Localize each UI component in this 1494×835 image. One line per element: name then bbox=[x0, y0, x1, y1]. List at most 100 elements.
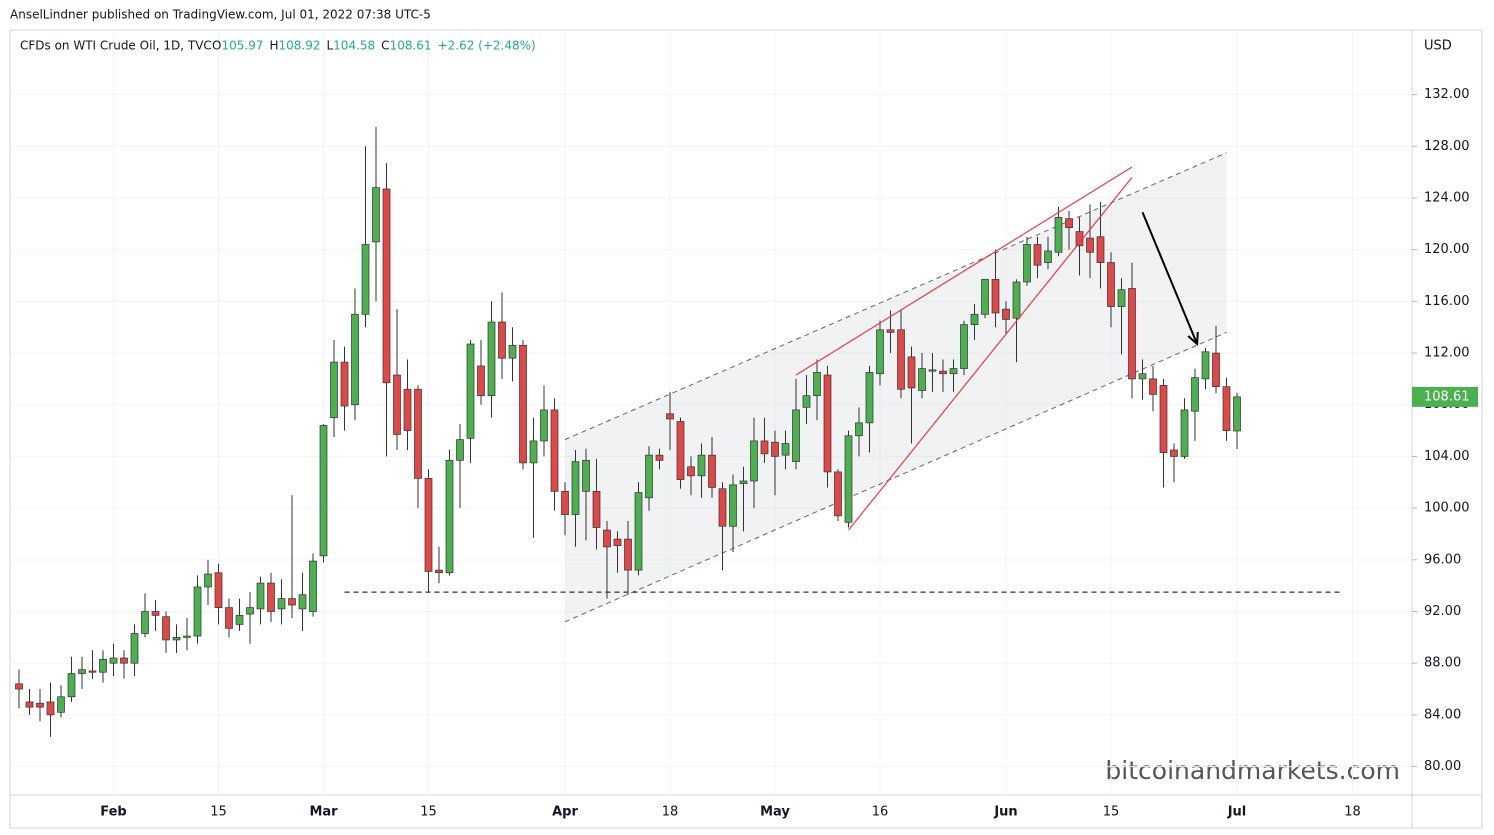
candle-body bbox=[340, 361, 349, 407]
candle-body bbox=[351, 313, 359, 406]
candle-body bbox=[466, 343, 475, 439]
candle-body bbox=[781, 443, 790, 456]
change-label: +2.62 (+2.48%) bbox=[438, 39, 536, 53]
x-tick-label: 18 bbox=[662, 805, 679, 820]
candle-body bbox=[603, 529, 611, 548]
candle-body bbox=[981, 279, 989, 315]
candle-body bbox=[498, 321, 506, 359]
candle-body bbox=[1149, 378, 1157, 395]
last-price-tag bbox=[1412, 386, 1478, 407]
candle-body bbox=[1191, 377, 1199, 412]
ohlc-prefix: O bbox=[212, 39, 221, 53]
candle-body bbox=[1002, 308, 1010, 320]
candle-body bbox=[309, 560, 317, 612]
candle-body bbox=[214, 572, 223, 608]
candle-body bbox=[1128, 288, 1136, 380]
candle-body bbox=[183, 635, 191, 638]
last-price-label: 108.61 bbox=[1424, 389, 1470, 404]
y-tick-label: 88.00 bbox=[1424, 656, 1461, 671]
y-tick-label: 104.00 bbox=[1424, 449, 1470, 464]
candle-body bbox=[1044, 250, 1052, 263]
candle-body bbox=[708, 454, 716, 488]
candle-body bbox=[508, 344, 517, 359]
candle-body bbox=[750, 440, 758, 482]
candle-body bbox=[949, 368, 958, 375]
candle-body bbox=[204, 573, 212, 588]
symbol-title: CFDs on WTI Crude Oil, 1D, TVC bbox=[20, 39, 212, 53]
y-tick-label: 84.00 bbox=[1424, 707, 1461, 722]
x-tick-label: 18 bbox=[1344, 805, 1361, 820]
candle-body bbox=[897, 329, 905, 390]
candle-body bbox=[876, 329, 884, 375]
candle-body bbox=[130, 633, 139, 664]
y-tick-label: 124.00 bbox=[1424, 190, 1470, 205]
candle-body bbox=[645, 454, 653, 499]
candle-body bbox=[1180, 409, 1189, 457]
candle-body bbox=[109, 657, 118, 664]
channel-line bbox=[564, 331, 1227, 623]
x-tick-label: Jun bbox=[993, 805, 1017, 820]
x-tick-label: Feb bbox=[100, 805, 126, 820]
x-tick-label: Apr bbox=[552, 805, 578, 820]
candle-body bbox=[99, 658, 107, 673]
frame bbox=[9, 29, 1483, 829]
candle-body bbox=[1086, 237, 1094, 253]
candle-body bbox=[550, 409, 559, 492]
candle-body bbox=[162, 616, 170, 641]
candle-body bbox=[1054, 217, 1063, 253]
candle-body bbox=[372, 187, 380, 243]
ohlc-prefix: H bbox=[269, 39, 278, 53]
y-tick-label: 112.00 bbox=[1424, 346, 1470, 361]
candle-body bbox=[193, 586, 202, 637]
candle-body bbox=[477, 365, 485, 397]
candle-body bbox=[435, 569, 443, 574]
candle-body bbox=[57, 696, 65, 713]
candle-body bbox=[15, 683, 23, 690]
candle-body bbox=[1212, 352, 1220, 388]
candle-body bbox=[1170, 449, 1178, 457]
arrow-head bbox=[1187, 331, 1199, 347]
candle-body bbox=[319, 425, 328, 557]
candle-body bbox=[330, 361, 338, 419]
y-tick-label: 100.00 bbox=[1424, 501, 1470, 516]
ohlc-prefix: C bbox=[381, 39, 389, 53]
candle-body bbox=[886, 329, 895, 333]
candle-body bbox=[1096, 236, 1105, 263]
candle-body bbox=[561, 490, 569, 515]
candle-body bbox=[246, 607, 254, 615]
x-tick-label: 15 bbox=[1103, 805, 1120, 820]
candle-body bbox=[1107, 262, 1115, 307]
candle-body bbox=[697, 454, 706, 477]
candle-body bbox=[802, 395, 811, 408]
candle-body bbox=[834, 471, 842, 517]
x-tick-label: Mar bbox=[309, 805, 338, 820]
candle-body bbox=[771, 441, 779, 457]
y-tick-label: 92.00 bbox=[1424, 604, 1461, 619]
candle-body bbox=[25, 701, 34, 708]
watermark: bitcoinandmarkets.com bbox=[1105, 756, 1400, 785]
candle-body bbox=[267, 582, 275, 612]
ohlc-value: 105.97 bbox=[221, 39, 263, 53]
candle-body bbox=[823, 374, 832, 473]
x-tick-label: May bbox=[760, 805, 790, 820]
candle-body bbox=[634, 492, 643, 571]
currency: USD bbox=[1424, 39, 1452, 54]
arrow bbox=[1141, 211, 1199, 345]
candle-body bbox=[235, 615, 244, 625]
trend-line bbox=[848, 176, 1133, 531]
candle-body bbox=[1201, 351, 1210, 380]
candle-body bbox=[456, 439, 464, 461]
candle-body bbox=[1023, 244, 1031, 283]
x-tick-label: 16 bbox=[872, 805, 889, 820]
y-tick-label: 120.00 bbox=[1424, 242, 1470, 257]
candle-body bbox=[36, 702, 44, 708]
candle-body bbox=[1159, 385, 1168, 453]
x-tick-label: Jul bbox=[1227, 805, 1247, 820]
ohlc-value: 108.92 bbox=[278, 39, 320, 53]
y-tick-label: 96.00 bbox=[1424, 552, 1461, 567]
candle-body bbox=[1065, 218, 1073, 229]
y-tick-label: 80.00 bbox=[1424, 759, 1461, 774]
candle-body bbox=[1222, 386, 1231, 431]
candle-body bbox=[970, 313, 979, 325]
